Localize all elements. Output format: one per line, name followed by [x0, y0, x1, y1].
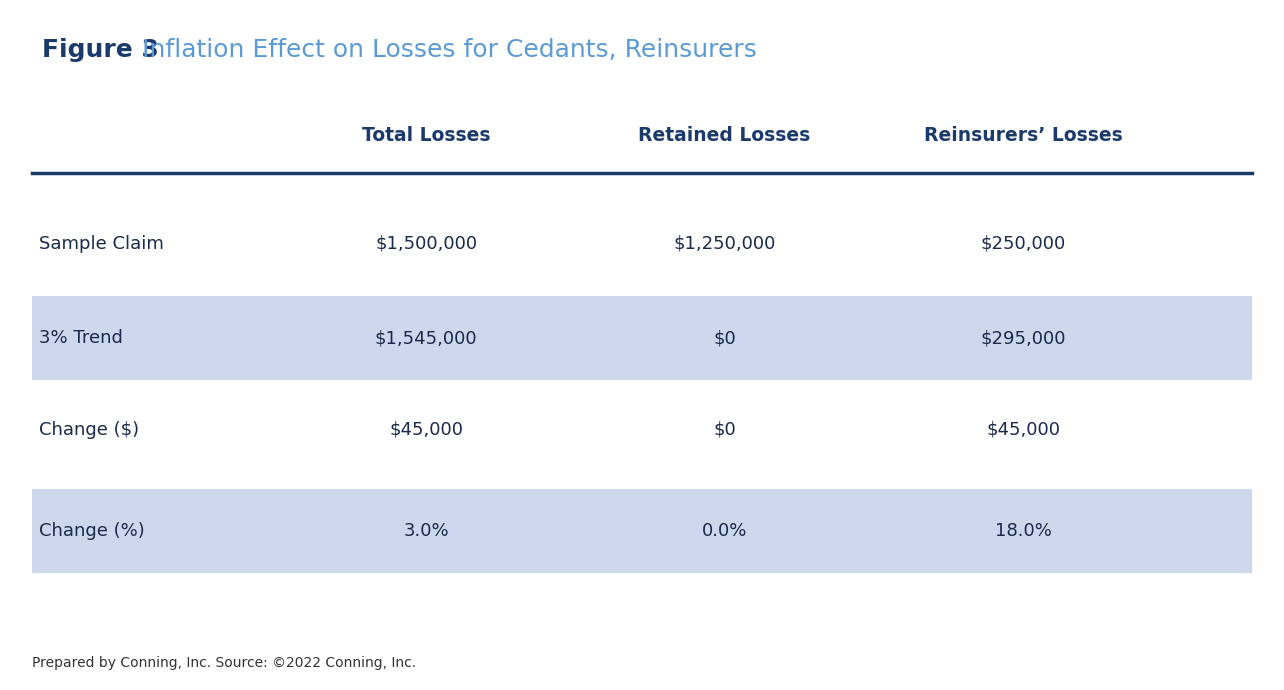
Text: Figure 3: Figure 3 — [42, 38, 159, 62]
Text: $295,000: $295,000 — [980, 329, 1066, 347]
Text: $1,500,000: $1,500,000 — [375, 235, 478, 253]
FancyBboxPatch shape — [32, 201, 1252, 286]
Text: $45,000: $45,000 — [389, 420, 464, 439]
Text: Change (%): Change (%) — [39, 522, 144, 540]
Text: Prepared by Conning, Inc. Source: ©2022 Conning, Inc.: Prepared by Conning, Inc. Source: ©2022 … — [32, 656, 416, 669]
Text: $45,000: $45,000 — [986, 420, 1061, 439]
Text: $1,545,000: $1,545,000 — [375, 329, 478, 347]
Text: $1,250,000: $1,250,000 — [673, 235, 776, 253]
FancyBboxPatch shape — [32, 387, 1252, 472]
Text: Change ($): Change ($) — [39, 420, 139, 439]
Text: Sample Claim: Sample Claim — [39, 235, 163, 253]
FancyBboxPatch shape — [32, 489, 1252, 573]
Text: 3.0%: 3.0% — [403, 522, 449, 540]
Text: Inflation Effect on Losses for Cedants, Reinsurers: Inflation Effect on Losses for Cedants, … — [134, 38, 756, 62]
Text: Retained Losses: Retained Losses — [638, 126, 810, 145]
Text: 0.0%: 0.0% — [702, 522, 747, 540]
Text: 18.0%: 18.0% — [995, 522, 1052, 540]
Text: $250,000: $250,000 — [981, 235, 1066, 253]
Text: Reinsurers’ Losses: Reinsurers’ Losses — [923, 126, 1122, 145]
Text: $0: $0 — [713, 329, 736, 347]
FancyBboxPatch shape — [32, 296, 1252, 380]
Text: 3% Trend: 3% Trend — [39, 329, 122, 347]
Text: Total Losses: Total Losses — [362, 126, 490, 145]
Text: $0: $0 — [713, 420, 736, 439]
